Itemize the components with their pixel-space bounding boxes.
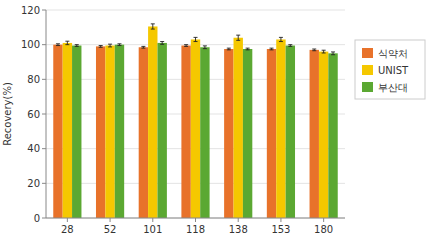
- y-tick: [42, 218, 46, 219]
- chart-container: 0 20 40 60 80 100 120 Recovery(%) 28 52 101 118 138 1…: [0, 0, 429, 242]
- bar: [72, 46, 81, 218]
- grid: [46, 10, 345, 218]
- y-tick-label: 0: [34, 213, 40, 224]
- bar: [181, 46, 190, 218]
- legend-swatch: [362, 65, 373, 75]
- x-tick: [280, 218, 281, 222]
- x-axis: 28 52 101 118 138 153 180: [61, 218, 333, 235]
- error-bar: [246, 48, 250, 50]
- error-bar: [160, 42, 164, 45]
- bar: [319, 52, 328, 218]
- legend-box: [355, 40, 425, 99]
- bar: [148, 26, 157, 218]
- legend-label: 식약처: [378, 48, 408, 59]
- bar: [96, 46, 105, 218]
- y-tick: [42, 114, 46, 115]
- bar: [224, 49, 233, 218]
- chart-svg: 0 20 40 60 80 100 120 Recovery(%) 28 52 101 118 138 1…: [0, 0, 429, 242]
- error-bar: [151, 24, 155, 29]
- error-bar: [117, 44, 121, 46]
- x-tick: [110, 218, 111, 222]
- y-axis-label: Recovery(%): [2, 82, 13, 146]
- bar: [115, 45, 124, 218]
- grid-line: [46, 10, 345, 11]
- bar: [234, 38, 243, 218]
- error-bar: [227, 48, 231, 50]
- y-tick-label: 80: [27, 74, 40, 85]
- bar: [105, 46, 114, 218]
- x-tick: [195, 218, 196, 222]
- error-bar: [312, 49, 316, 51]
- x-tick-label: 138: [229, 224, 248, 235]
- legend-label: UNIST: [378, 65, 409, 76]
- bars: [53, 24, 337, 218]
- y-tick-label: 20: [27, 178, 40, 189]
- bar: [63, 43, 72, 218]
- legend: 식약처 UNIST 부산대: [355, 40, 425, 99]
- bar: [276, 39, 285, 218]
- error-bar: [331, 52, 335, 55]
- x-tick-label: 28: [61, 224, 74, 235]
- y-axis-line: [46, 10, 47, 218]
- bar: [286, 46, 295, 218]
- series: [63, 24, 329, 218]
- bar: [310, 50, 319, 218]
- x-tick-label: 118: [186, 224, 205, 235]
- legend-swatch: [362, 82, 373, 92]
- x-tick: [67, 218, 68, 222]
- y-axis: 0 20 40 60 80 100 120: [21, 5, 46, 224]
- y-tick: [42, 10, 46, 11]
- bar: [267, 49, 276, 218]
- y-tick: [42, 183, 46, 184]
- bar: [200, 47, 209, 218]
- bar: [328, 53, 337, 218]
- y-tick: [42, 79, 46, 80]
- y-tick-label: 40: [27, 143, 40, 154]
- bar: [157, 43, 166, 218]
- legend-label: 부산대: [378, 82, 408, 93]
- x-tick-label: 52: [104, 224, 117, 235]
- bar: [53, 45, 62, 218]
- error-bar: [279, 37, 283, 41]
- y-tick-label: 120: [21, 5, 40, 16]
- error-bar: [322, 50, 326, 53]
- x-tick-label: 180: [314, 224, 333, 235]
- error-bar: [184, 45, 188, 47]
- error-bar: [56, 44, 60, 46]
- bar: [191, 39, 200, 218]
- x-tick: [152, 218, 153, 222]
- bar: [139, 47, 148, 218]
- y-tick: [42, 44, 46, 45]
- error-bar: [99, 46, 103, 48]
- x-tick-label: 153: [271, 224, 290, 235]
- error-bar: [65, 41, 69, 44]
- error-bar: [75, 45, 79, 47]
- bar: [243, 49, 252, 218]
- x-tick: [238, 218, 239, 222]
- legend-swatch: [362, 48, 373, 58]
- error-bar: [108, 44, 112, 47]
- y-tick: [42, 148, 46, 149]
- error-bar: [236, 35, 240, 40]
- error-bar: [288, 45, 292, 47]
- series: [72, 42, 338, 218]
- x-tick-label: 101: [143, 224, 162, 235]
- error-bar: [203, 46, 207, 49]
- y-tick-label: 100: [21, 39, 40, 50]
- error-bar: [141, 46, 145, 48]
- x-tick: [323, 218, 324, 222]
- error-bar: [194, 37, 198, 41]
- y-tick-label: 60: [27, 109, 40, 120]
- error-bar: [270, 48, 274, 50]
